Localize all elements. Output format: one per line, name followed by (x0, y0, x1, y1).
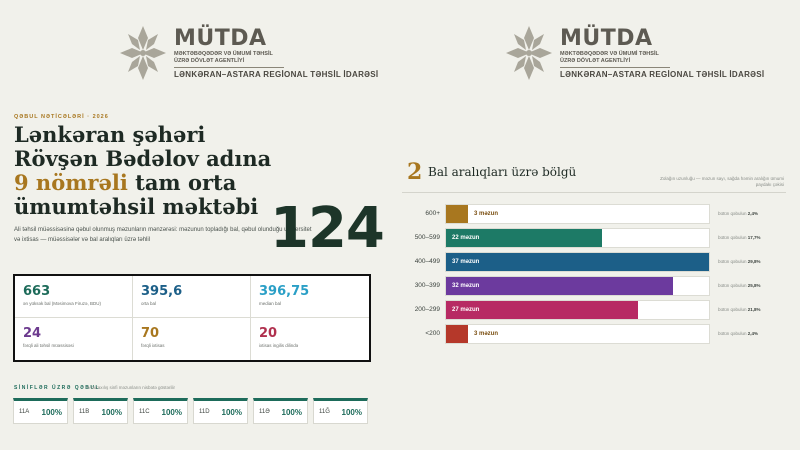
bar-count-label: 37 məzun (452, 259, 480, 265)
class-name: 11Ə (259, 409, 270, 415)
class-name: 11B (79, 409, 90, 415)
school-number-accent: 9 nömrəli (14, 170, 128, 195)
distribution-row: 200–299 27 məzun bütün qəbulun 21,8% (400, 300, 784, 320)
stat-label: orta bal (141, 301, 157, 306)
share-label: bütün qəbulun 29,8% (718, 259, 761, 264)
section-title: Bal aralıqları üzrə bölgü (428, 165, 577, 179)
agency-logo-left: MÜTDA MƏKTƏBƏQƏDƏR VƏ ÜMUMİ TƏHSİL ÜZRƏ … (118, 22, 378, 84)
stat-value: 663 (23, 284, 51, 299)
bar-count-label: 22 məzun (452, 235, 480, 241)
bar-track: 3 məzun (445, 204, 710, 224)
stat-label: ən yüksək bal (Məsimova Firuzə, BDU) (23, 301, 102, 306)
share-label: bütün qəbulun 2,4% (718, 211, 759, 216)
range-label: <200 (425, 330, 440, 337)
class-card: 11C 100% (133, 398, 188, 424)
stat-label: median bal (259, 301, 282, 306)
section-divider (402, 192, 786, 193)
range-label: 200–299 (414, 306, 440, 313)
share-label: bütün qəbulun 25,8% (718, 283, 761, 288)
share-label: bütün qəbulun 2,4% (718, 331, 759, 336)
class-cards: 11A 100% 11B 100% 11C 100% 11D 100% 11Ə 100% 11Ğ 10… (13, 398, 368, 424)
class-card: 11Ğ 100% (313, 398, 368, 424)
bar-count-label: 27 məzun (452, 307, 480, 313)
distribution-row: 300–399 32 məzun bütün qəbulun 25,8% (400, 276, 784, 296)
logo-title: MÜTDA (174, 26, 267, 51)
bar (446, 229, 602, 247)
stat-value: 70 (141, 326, 160, 341)
bar-count-label: 3 məzun (474, 331, 499, 337)
agency-logo-right: MÜTDA MƏKTƏBƏQƏDƏR VƏ ÜMUMİ TƏHSİL ÜZRƏ … (504, 22, 764, 84)
class-percent: 100% (281, 407, 302, 417)
bar-track: 32 məzun (445, 276, 710, 296)
section-note: Zolağın uzunluğu — məzun sayı, sağda həm… (660, 176, 784, 187)
share-label: bütün qəbulun 21,8% (718, 307, 761, 312)
ornament-emblem-icon (506, 26, 552, 80)
bar (446, 205, 468, 223)
class-card: 11D 100% (193, 398, 248, 424)
results-eyebrow: QƏBUL NƏTİCƏLƏRİ · 2026 (14, 114, 109, 120)
stat-value: 396,75 (259, 284, 310, 299)
share-label: bütün qəbulun 17,7% (718, 235, 761, 240)
ornament-emblem-icon (120, 26, 166, 80)
stat-card: 396,75 median bal (251, 276, 369, 318)
classes-section-note: % buraxılış sinfi məzunların nisbətə gös… (86, 385, 176, 390)
logo-region: LƏNKƏRAN–ASTARA REGİONAL TƏHSİL İDARƏSİ (560, 70, 765, 79)
bar (446, 277, 673, 295)
stat-card: 20 ixtisas ingilis dilində (251, 318, 369, 360)
class-name: 11C (139, 409, 150, 415)
distribution-row: <200 3 məzun bütün qəbulun 2,4% (400, 324, 784, 344)
class-percent: 100% (41, 407, 62, 417)
logo-subtitle: MƏKTƏBƏQƏDƏR VƏ ÜMUMİ TƏHSİL ÜZRƏ DÖVLƏT… (560, 51, 659, 64)
stat-value: 395,6 (141, 284, 183, 299)
bar-track: 3 məzun (445, 324, 710, 344)
admitted-total: 124 (270, 196, 385, 261)
bar-track: 27 məzun (445, 300, 710, 320)
distribution-row: 400–499 37 məzun bütün qəbulun 29,8% (400, 252, 784, 272)
bar (446, 325, 468, 343)
range-label: 600+ (425, 210, 440, 217)
stat-label: fərqli ali təhsil müəssisəsi (23, 343, 74, 348)
range-label: 300–399 (414, 282, 440, 289)
bar-count-label: 3 məzun (474, 211, 499, 217)
classes-section-title: SİNİFLƏR ÜZRƏ QƏBUL (14, 385, 101, 391)
class-percent: 100% (101, 407, 122, 417)
class-percent: 100% (341, 407, 362, 417)
section-number: 2 (407, 159, 423, 185)
class-card: 11A 100% (13, 398, 68, 424)
class-percent: 100% (221, 407, 242, 417)
class-name: 11A (19, 409, 30, 415)
intro-text: Ali təhsil müəssisəsinə qəbul olunmuş mə… (14, 227, 312, 243)
class-percent: 100% (161, 407, 182, 417)
range-label: 400–499 (414, 258, 440, 265)
stat-label: ixtisas ingilis dilində (259, 343, 299, 348)
bar (446, 301, 638, 319)
bar-track: 22 məzun (445, 228, 710, 248)
class-name: 11D (199, 409, 210, 415)
stat-label: fərqli ixtisas (141, 343, 165, 348)
stat-value: 24 (23, 326, 42, 341)
stat-card: 24 fərqli ali təhsil müəssisəsi (15, 318, 133, 360)
class-name: 11Ğ (319, 409, 330, 415)
bar-count-label: 32 məzun (452, 283, 480, 289)
distribution-row: 600+ 3 məzun bütün qəbulun 2,4% (400, 204, 784, 224)
logo-region: LƏNKƏRAN–ASTARA REGİONAL TƏHSİL İDARƏSİ (174, 70, 379, 79)
class-card: 11Ə 100% (253, 398, 308, 424)
bar (446, 253, 709, 271)
stats-grid: 663 ən yüksək bal (Məsimova Firuzə, BDU) 3… (13, 274, 371, 362)
school-title: Lənkəran şəhəri Rövşən Bədəlov adına 9 n… (14, 122, 272, 219)
stat-card: 70 fərqli ixtisas (133, 318, 251, 360)
logo-subtitle: MƏKTƏBƏQƏDƏR VƏ ÜMUMİ TƏHSİL ÜZRƏ DÖVLƏT… (174, 51, 273, 64)
stat-card: 395,6 orta bal (133, 276, 251, 318)
range-label: 500–599 (414, 234, 440, 241)
bar-track: 37 məzun (445, 252, 710, 272)
class-card: 11B 100% (73, 398, 128, 424)
stat-value: 20 (259, 326, 278, 341)
logo-title: MÜTDA (560, 26, 653, 51)
stat-card: 663 ən yüksək bal (Məsimova Firuzə, BDU) (15, 276, 133, 318)
distribution-row: 500–599 22 məzun bütün qəbulun 17,7% (400, 228, 784, 248)
